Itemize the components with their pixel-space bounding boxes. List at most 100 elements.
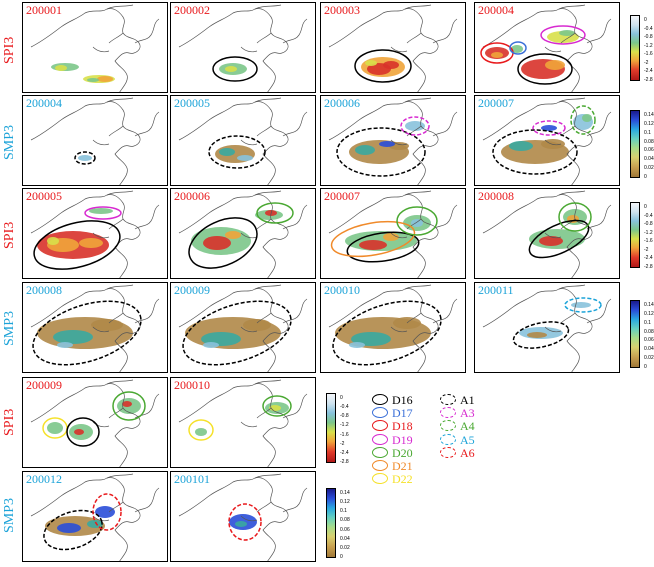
event-ellipse <box>492 129 578 175</box>
event-ellipse <box>509 41 527 55</box>
panel-date-label: 200011 <box>478 283 514 297</box>
panel-date-label: 200004 <box>478 3 514 17</box>
panel-date-label: 200009 <box>174 283 210 297</box>
event-ellipse <box>208 135 266 169</box>
colorbar-tick-label: -2.8 <box>340 459 349 465</box>
coastline <box>390 284 458 333</box>
panel-date-label: 200008 <box>26 283 62 297</box>
drought-patch <box>203 342 219 348</box>
event-ellipse <box>66 417 100 447</box>
legend-label: A3 <box>460 406 475 421</box>
colorbar-tick-label: 0.08 <box>340 517 350 524</box>
coastline <box>390 190 458 239</box>
colorbar-tick-label: -1.6 <box>340 431 349 438</box>
legend-label: A5 <box>460 432 475 447</box>
event-ellipse <box>354 49 412 83</box>
drought-patch <box>243 319 271 331</box>
legend-ellipse-icon <box>440 433 456 445</box>
coastline <box>544 97 612 146</box>
legend-label: A6 <box>460 445 475 460</box>
panel-date-label: 200004 <box>26 96 62 110</box>
coastline <box>30 101 141 185</box>
panel-date-label: 200010 <box>324 283 360 297</box>
coastline <box>390 97 458 146</box>
panel-date-label: 200007 <box>478 96 514 110</box>
colorbar-tick-label: 0.14 <box>644 302 654 308</box>
legend-ellipse-icon <box>372 460 388 471</box>
map-panel: 200008 <box>22 282 168 373</box>
map-canvas <box>30 97 160 185</box>
legend-label: D17 <box>392 406 413 421</box>
map-canvas <box>178 97 308 185</box>
map-canvas <box>328 4 458 92</box>
colorbar-tick-label: 0.06 <box>644 337 654 344</box>
event-ellipse <box>228 503 262 541</box>
legend-ellipse-icon <box>440 446 456 458</box>
map-panel: 200009 <box>22 377 168 468</box>
legend-label: D16 <box>392 393 413 407</box>
colorbar-tick-label: -2 <box>644 59 649 66</box>
map-panel: 200001 <box>22 2 168 93</box>
event-ellipse <box>346 231 420 263</box>
map-canvas <box>328 190 458 278</box>
drought-patch <box>91 319 123 331</box>
colorbar-tick-label: -2.4 <box>644 255 653 262</box>
map-panel: 200003 <box>320 2 466 93</box>
event-ellipse <box>517 53 573 85</box>
panel-date-label: 200005 <box>174 96 210 110</box>
drought-patch <box>541 139 565 149</box>
drought-patch <box>411 219 423 227</box>
map-canvas <box>480 4 612 92</box>
map-panel: 200006 <box>170 188 316 279</box>
drought-patch <box>219 148 235 156</box>
colorbar-tick-label: 0.04 <box>340 535 350 542</box>
map-panel: 200006 <box>320 95 466 186</box>
drought-patch <box>57 523 81 533</box>
event-ellipse <box>32 300 142 366</box>
event-ellipse <box>182 300 292 366</box>
legend-label: D19 <box>392 432 413 447</box>
colorbar-tick-label: 0.06 <box>340 526 350 533</box>
colorbar-tick-label: 0.12 <box>644 310 654 317</box>
map-canvas <box>328 284 458 372</box>
colorbar-tick-label: -1.2 <box>340 422 349 429</box>
map-canvas <box>178 473 308 561</box>
drought-patch <box>87 78 99 82</box>
coastline <box>240 379 308 428</box>
panel-date-label: 200009 <box>26 378 62 392</box>
colorbar-tick-label: -1.2 <box>644 42 653 49</box>
event-ellipse <box>212 56 258 82</box>
colorbar-tick-label: -0.4 <box>340 404 349 411</box>
map-panel: 200011 <box>474 282 620 373</box>
legend-label: A1 <box>460 393 475 407</box>
event-ellipse <box>330 220 416 258</box>
map-canvas <box>30 473 160 561</box>
drought-patch <box>53 330 93 344</box>
legend-ellipse-icon <box>372 473 388 485</box>
drought-patch <box>87 520 103 528</box>
map-panel: 200007 <box>474 95 620 186</box>
coastline <box>544 284 612 333</box>
panel-date-label: 200007 <box>324 189 360 203</box>
coastline <box>240 4 308 53</box>
legend-label: A4 <box>460 419 475 434</box>
colorbar-tick-label: -2 <box>340 440 345 447</box>
legend-ellipse-icon <box>372 407 388 419</box>
legend-ellipse-icon <box>440 420 456 432</box>
colorbar-tick-label: 0.14 <box>644 112 654 118</box>
coastline <box>544 4 612 53</box>
coastline <box>178 101 289 185</box>
row-label-3: SPI3 <box>2 221 17 249</box>
map-canvas <box>178 4 308 92</box>
map-panel: 200005 <box>22 188 168 279</box>
drought-patch <box>571 302 591 308</box>
event-ellipse <box>532 120 566 136</box>
map-panel: 200010 <box>170 377 316 468</box>
legend-ellipse-icon <box>440 407 456 419</box>
legend: D16 D17 D18 D19 D20 D21 D22 A1 A3 A4 A5 A6 <box>372 393 512 493</box>
legend-ellipse-icon <box>372 433 388 445</box>
coastline <box>390 4 458 53</box>
map-panel: 200004 <box>474 2 620 93</box>
map-panel: 200002 <box>170 2 316 93</box>
map-panel: 200005 <box>170 95 316 186</box>
